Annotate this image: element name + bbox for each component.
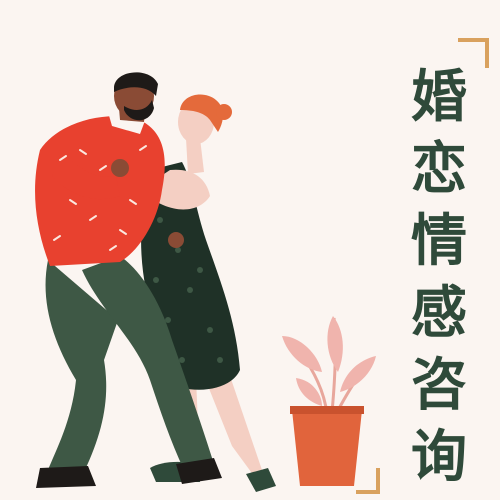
- title-column: 婚 恋 情 感 咨 询: [404, 62, 474, 494]
- title-char-3: 情: [411, 209, 467, 274]
- title-char-5: 咨: [411, 353, 467, 418]
- title-char-2: 恋: [411, 137, 467, 202]
- potted-plant-icon: [282, 316, 376, 486]
- corner-bracket-bottom-right-icon: [356, 468, 380, 494]
- corner-bracket-top-right-icon: [458, 38, 489, 68]
- title-char-4: 感: [411, 281, 467, 346]
- title-char-1: 婚: [411, 65, 467, 130]
- title-char-6: 询: [411, 425, 467, 490]
